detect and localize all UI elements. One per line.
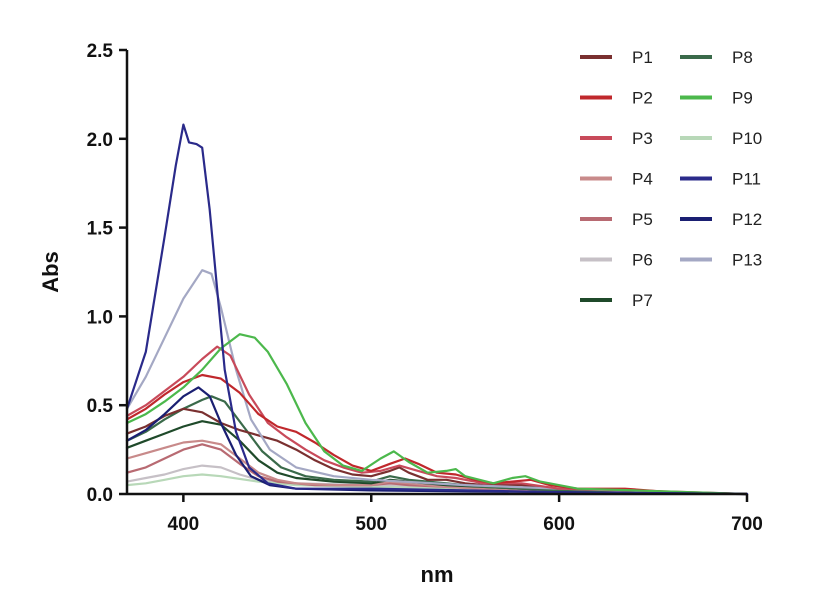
legend-label-p5: P5 [632, 210, 653, 229]
x-axis-title: nm [421, 562, 454, 587]
legend-label-p2: P2 [632, 89, 653, 108]
y-tick-label: 1.5 [87, 219, 114, 240]
x-tick-label: 400 [168, 514, 200, 535]
series-line-p12 [125, 386, 749, 496]
legend-label-p3: P3 [632, 129, 653, 148]
x-tick-label: 500 [355, 514, 387, 535]
legend-label-p1: P1 [632, 48, 653, 67]
legend-label-p7: P7 [632, 291, 653, 310]
x-tick-label: 700 [731, 514, 763, 535]
legend-label-p12: P12 [732, 210, 762, 229]
legend-label-p10: P10 [732, 129, 762, 148]
series-line-p4 [125, 439, 749, 496]
legend-label-p9: P9 [732, 89, 753, 108]
series-layer [125, 123, 749, 496]
legend-label-p11: P11 [732, 170, 761, 189]
y-tick-label: 0.0 [87, 485, 113, 506]
legend-label-p6: P6 [632, 251, 653, 270]
legend: P1 P2 P3 P4 P5 P6 P7 P8 P9 P10 P11 P12 P13 [580, 48, 762, 310]
tick-layer: 0.0 0.5 1.0 1.5 2.0 2.5 400 500 600 700 [87, 41, 763, 535]
legend-label-p13: P13 [732, 251, 762, 270]
y-axis-title: Abs [38, 251, 63, 293]
series-line-p9 [125, 333, 749, 496]
series-line-p13 [125, 269, 749, 496]
x-tick-label: 600 [543, 514, 575, 535]
y-tick-label: 2.5 [87, 41, 114, 62]
series-line-p11 [125, 123, 749, 496]
y-tick-label: 0.5 [87, 396, 114, 417]
series-line-p1 [125, 407, 749, 496]
legend-label-p8: P8 [732, 48, 753, 67]
y-tick-label: 1.0 [87, 307, 113, 328]
legend-label-p4: P4 [632, 170, 653, 189]
axes [125, 50, 747, 496]
y-tick-label: 2.0 [87, 130, 113, 151]
